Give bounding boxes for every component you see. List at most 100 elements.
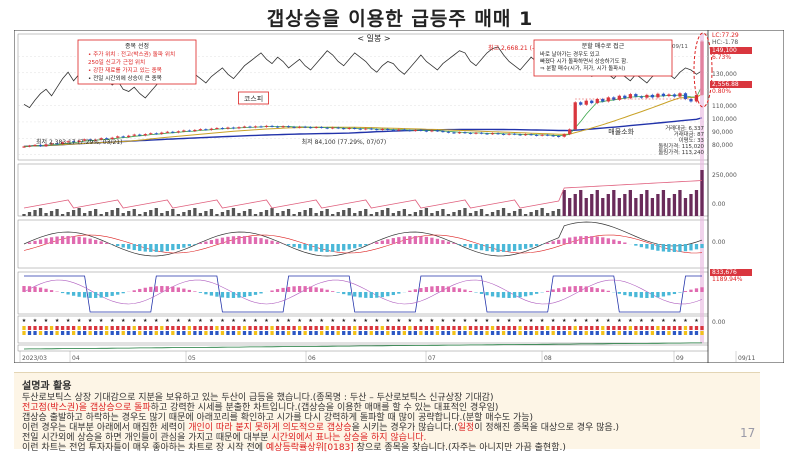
stochastic-bar <box>199 292 202 293</box>
oscillator-bar <box>485 244 488 251</box>
signal-block-bottom <box>414 331 417 335</box>
signal-block-bottom <box>607 331 610 335</box>
candle-body <box>237 127 240 128</box>
panel-label: 0.00 <box>712 319 726 326</box>
signal-block-top <box>507 326 510 330</box>
candle-body <box>386 129 389 130</box>
signal-block-bottom <box>485 331 488 335</box>
volume-bar <box>221 212 224 216</box>
oscillator-bar <box>210 240 213 244</box>
signal-block-top <box>144 326 147 330</box>
candle-body <box>160 133 163 134</box>
signal-block-bottom <box>419 331 422 335</box>
signal-block-top <box>695 326 698 330</box>
stochastic-bar <box>370 292 373 298</box>
signal-block-bottom <box>651 331 654 335</box>
oscillator-bar <box>507 244 510 252</box>
signal-block-bottom <box>667 331 670 335</box>
signal-block-bottom <box>193 331 196 335</box>
candle-body <box>469 133 472 134</box>
signal-block-bottom <box>601 331 604 335</box>
candle-body <box>436 130 439 131</box>
oscillator-bar <box>292 244 295 247</box>
volume-bar <box>188 210 191 216</box>
period-tab: < 일봉 > <box>357 34 390 43</box>
volume-bar <box>662 190 665 216</box>
stochastic-bar <box>552 289 555 292</box>
volume-bar <box>436 211 439 216</box>
oscillator-bar <box>166 244 169 251</box>
signal-star: ★ <box>22 318 27 324</box>
stochastic-bar <box>66 292 69 294</box>
oscillator-bar <box>144 244 147 252</box>
info-line: 이평도: 33 <box>679 136 704 144</box>
oscillator-bar <box>50 237 53 244</box>
signal-block-bottom <box>133 331 136 335</box>
oscillator-bar <box>94 240 97 244</box>
signal-star: ★ <box>375 318 380 324</box>
oscillator-bar <box>452 243 455 244</box>
volume-bar <box>226 210 229 216</box>
stochastic-bar <box>303 286 306 292</box>
stochastic-bar <box>458 288 461 292</box>
signal-block-top <box>662 326 665 330</box>
candle-body <box>518 134 521 135</box>
stochastic-bar <box>160 286 163 292</box>
volume-bar <box>326 209 329 216</box>
oscillator-bar <box>678 244 681 252</box>
signal-block-top <box>55 326 58 330</box>
volume-bar <box>199 213 202 216</box>
candle-body <box>116 136 119 137</box>
oscillator-bar <box>684 244 687 251</box>
candle-body <box>193 130 196 131</box>
volume-bar <box>425 208 428 216</box>
stochastic-bar <box>684 291 687 292</box>
signal-star: ★ <box>397 318 402 324</box>
volume-bar <box>623 194 626 216</box>
oscillator-bar <box>618 241 621 244</box>
signal-block-top <box>309 326 312 330</box>
callout-line: 빠졌다 시가 돌파하면서 상승하기도 함. <box>540 57 628 65</box>
candle-body <box>149 133 152 134</box>
signal-block-bottom <box>276 331 279 335</box>
signal-block-bottom <box>320 331 323 335</box>
candle-body <box>348 128 351 129</box>
signal-star: ★ <box>220 318 225 324</box>
signal-block-bottom <box>39 331 42 335</box>
signal-block-bottom <box>94 331 97 335</box>
oscillator-bar <box>529 244 532 247</box>
candle-body <box>204 129 207 130</box>
volume-bar <box>546 213 549 216</box>
signal-block-bottom <box>673 331 676 335</box>
volume-bar <box>28 212 31 216</box>
volume-bar <box>254 214 257 216</box>
candle-body <box>673 94 676 96</box>
stochastic-bar <box>342 292 345 294</box>
stochastic-bar <box>353 292 356 297</box>
signal-block-bottom <box>22 331 25 335</box>
candle-body <box>441 131 444 132</box>
highlight-text: 일정 <box>458 423 475 433</box>
signal-star: ★ <box>386 318 391 324</box>
oscillator-bar <box>662 244 665 251</box>
price-label: 149,100 <box>712 47 737 54</box>
x-tick-label: 2023/03 <box>22 355 47 362</box>
signal-star: ★ <box>242 318 247 324</box>
signal-block-top <box>529 326 532 330</box>
stochastic-bar <box>94 292 97 298</box>
candle-body <box>199 129 202 130</box>
signal-star: ★ <box>77 318 82 324</box>
signal-block-top <box>381 326 384 330</box>
oscillator-bar <box>160 244 163 252</box>
signal-star: ★ <box>529 318 534 324</box>
volume-bar <box>502 208 505 216</box>
stock-chart: < 일봉 >최고 2,668.21 (-4.17%, 08/01)최저 84,1… <box>14 30 784 363</box>
volume-bar <box>248 209 251 216</box>
signal-block-top <box>403 326 406 330</box>
page-number: 17 <box>740 426 755 440</box>
oscillator-bar <box>61 236 64 244</box>
stochastic-bar <box>254 292 257 295</box>
oscillator-bar <box>309 244 312 251</box>
stochastic-bar <box>662 292 665 296</box>
candle-body <box>276 127 279 128</box>
